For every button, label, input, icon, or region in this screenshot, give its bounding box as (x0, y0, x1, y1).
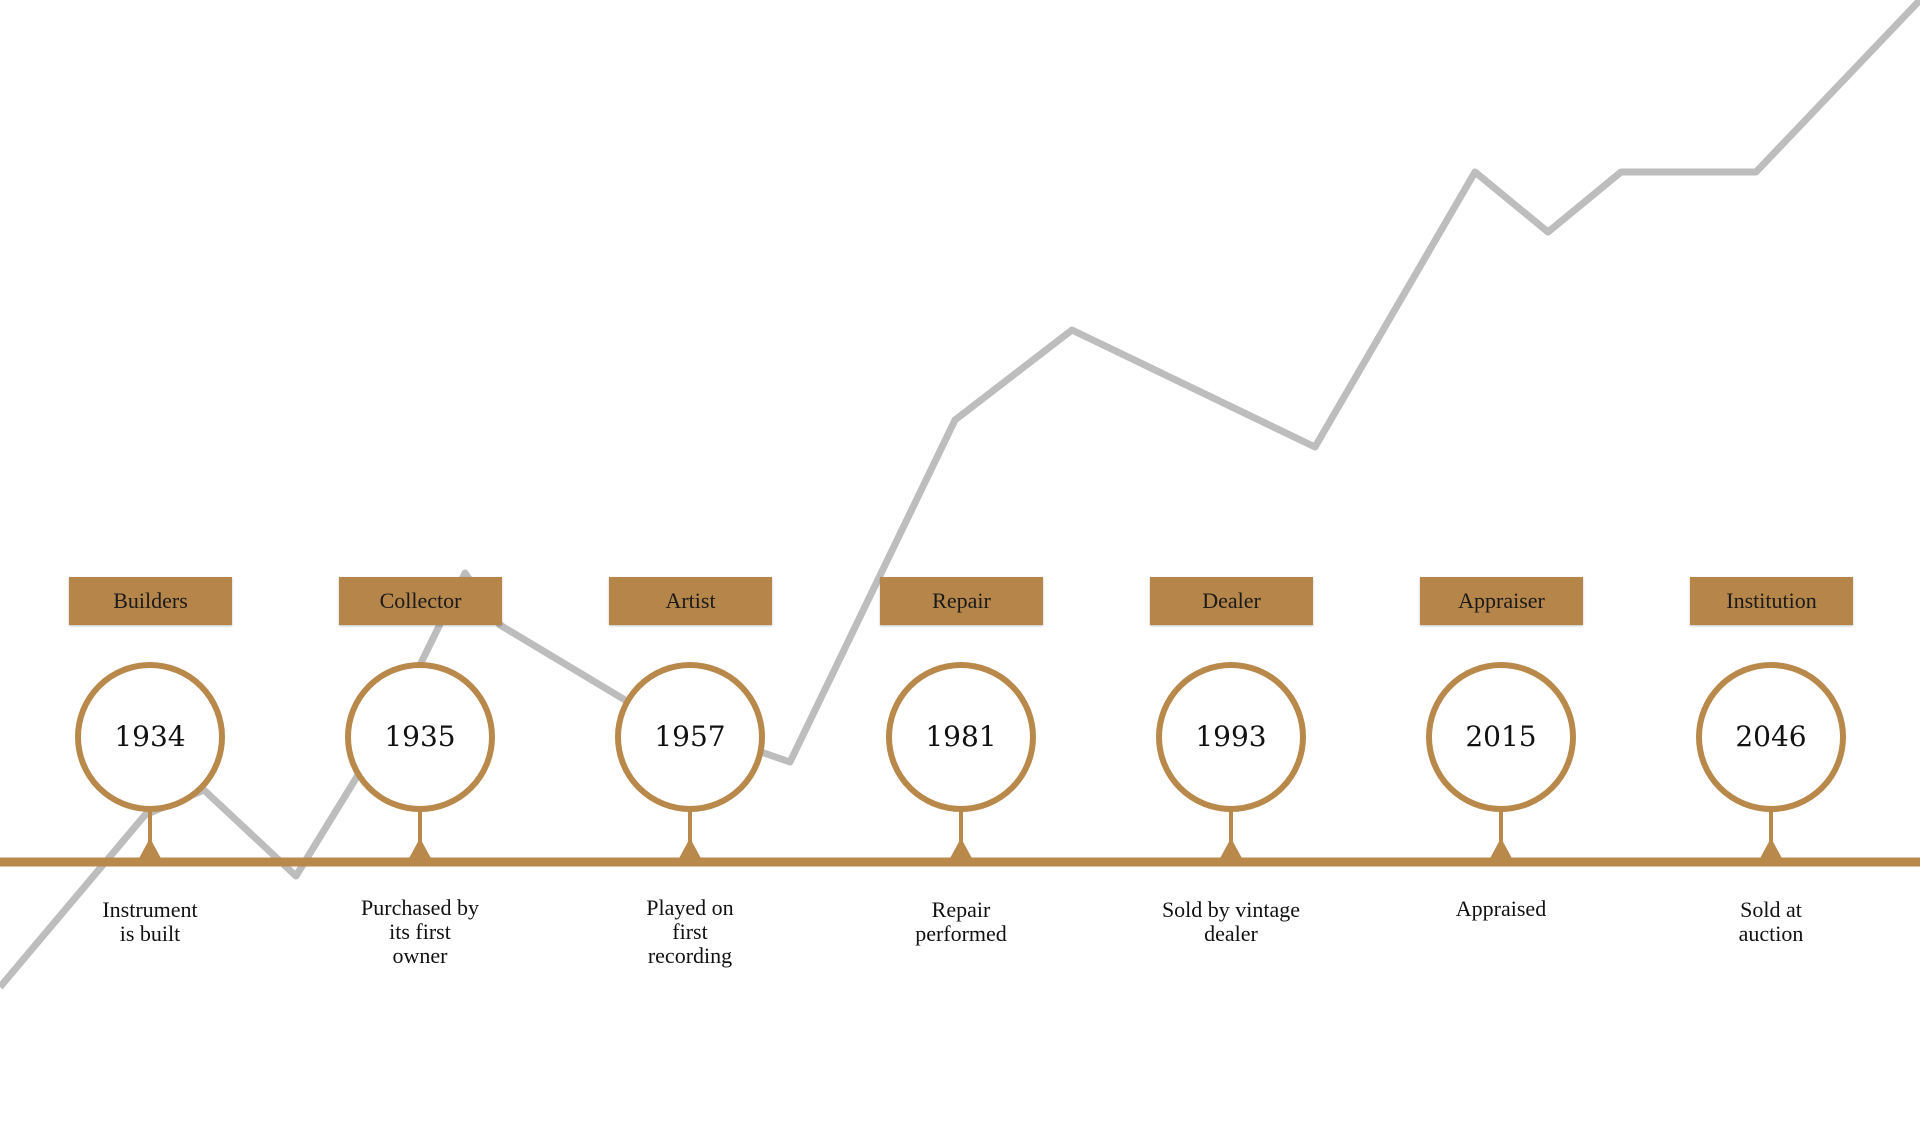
marker-pointer (1488, 838, 1514, 862)
role-label-appraiser: Appraiser (1420, 577, 1583, 625)
event-description: Sold by vintage dealer (1161, 897, 1301, 946)
role-label-institution: Institution (1690, 577, 1853, 625)
year-circle (1426, 662, 1576, 812)
event-description: Played on first recording (646, 895, 734, 968)
role-label-artist: Artist (609, 577, 772, 625)
marker-pointer (677, 838, 703, 862)
year-label: 1934 (114, 720, 186, 753)
event-description: Sold at auction (1738, 897, 1804, 946)
year-label: 2046 (1735, 720, 1807, 753)
year-circle (1156, 662, 1306, 812)
marker-pointer (1218, 838, 1244, 862)
role-label-dealer: Dealer (1150, 577, 1313, 625)
role-label-collector: Collector (339, 577, 502, 625)
year-circle (1696, 662, 1846, 812)
event-description: Purchased by its first owner (361, 895, 479, 968)
year-circle (615, 662, 765, 812)
year-label: 1957 (654, 720, 726, 753)
year-label: 1993 (1195, 720, 1267, 753)
marker-pointer (407, 838, 433, 862)
marker-pointer (137, 838, 163, 862)
year-label: 1981 (925, 720, 997, 753)
event-description: Instrument is built (102, 897, 198, 946)
year-circle (345, 662, 495, 812)
year-label: 1935 (384, 720, 456, 753)
marker-pointer (1758, 838, 1784, 862)
role-label-builders: Builders (69, 577, 232, 625)
year-label: 2015 (1465, 720, 1537, 753)
year-circle (886, 662, 1036, 812)
year-circle (75, 662, 225, 812)
role-label-repair: Repair (880, 577, 1043, 625)
event-description: Repair performed (915, 897, 1007, 946)
event-description: Appraised (1455, 896, 1547, 921)
timeline-markers (75, 662, 1846, 862)
marker-pointer (948, 838, 974, 862)
